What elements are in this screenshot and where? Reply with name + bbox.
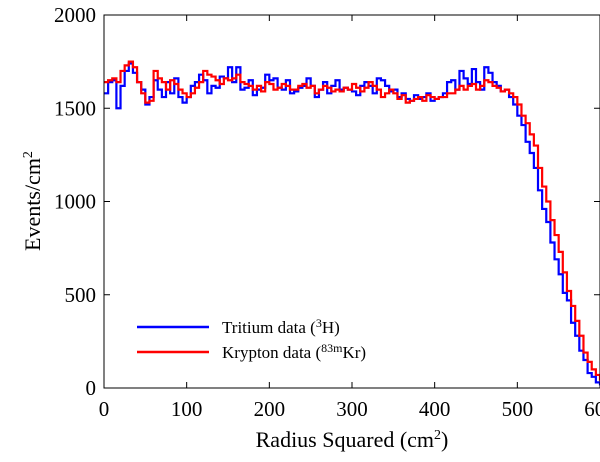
- y-tick-label: 1000: [54, 190, 96, 214]
- x-tick-label: 400: [419, 397, 451, 421]
- x-tick-label: 0: [99, 397, 110, 421]
- series-line-krypton: [104, 60, 600, 381]
- y-tick-label: 2000: [54, 3, 96, 27]
- axis-ticks: [103, 14, 600, 389]
- x-tick-label: 500: [502, 397, 534, 421]
- legend: Tritium data (3H) Krypton data (83mKr): [137, 316, 366, 362]
- y-tick-label: 0: [86, 376, 97, 400]
- x-tick-label: 600: [584, 397, 600, 421]
- x-axis-label-superscript: 2: [434, 428, 441, 443]
- legend-label-tritium: Tritium data (3H): [222, 316, 340, 337]
- x-axis-label: Radius Squared (cm2): [256, 427, 449, 452]
- plot-series: [104, 60, 600, 386]
- y-axis-label: Events/cm2: [20, 151, 45, 251]
- y-tick-label: 500: [65, 283, 97, 307]
- y-tick-labels: 0 500 1000 1500 2000: [54, 3, 96, 400]
- y-axis-label-superscript: 2: [21, 151, 36, 158]
- x-tick-label: 100: [171, 397, 203, 421]
- x-tick-labels: 0 100 200 300 400 500 600: [99, 397, 600, 421]
- x-tick-label: 300: [336, 397, 368, 421]
- y-tick-label: 1500: [54, 96, 96, 120]
- series-line-tritium: [104, 62, 600, 386]
- plot-frame: [103, 14, 600, 389]
- legend-label-krypton: Krypton data (83mKr): [222, 341, 366, 362]
- x-tick-label: 200: [254, 397, 286, 421]
